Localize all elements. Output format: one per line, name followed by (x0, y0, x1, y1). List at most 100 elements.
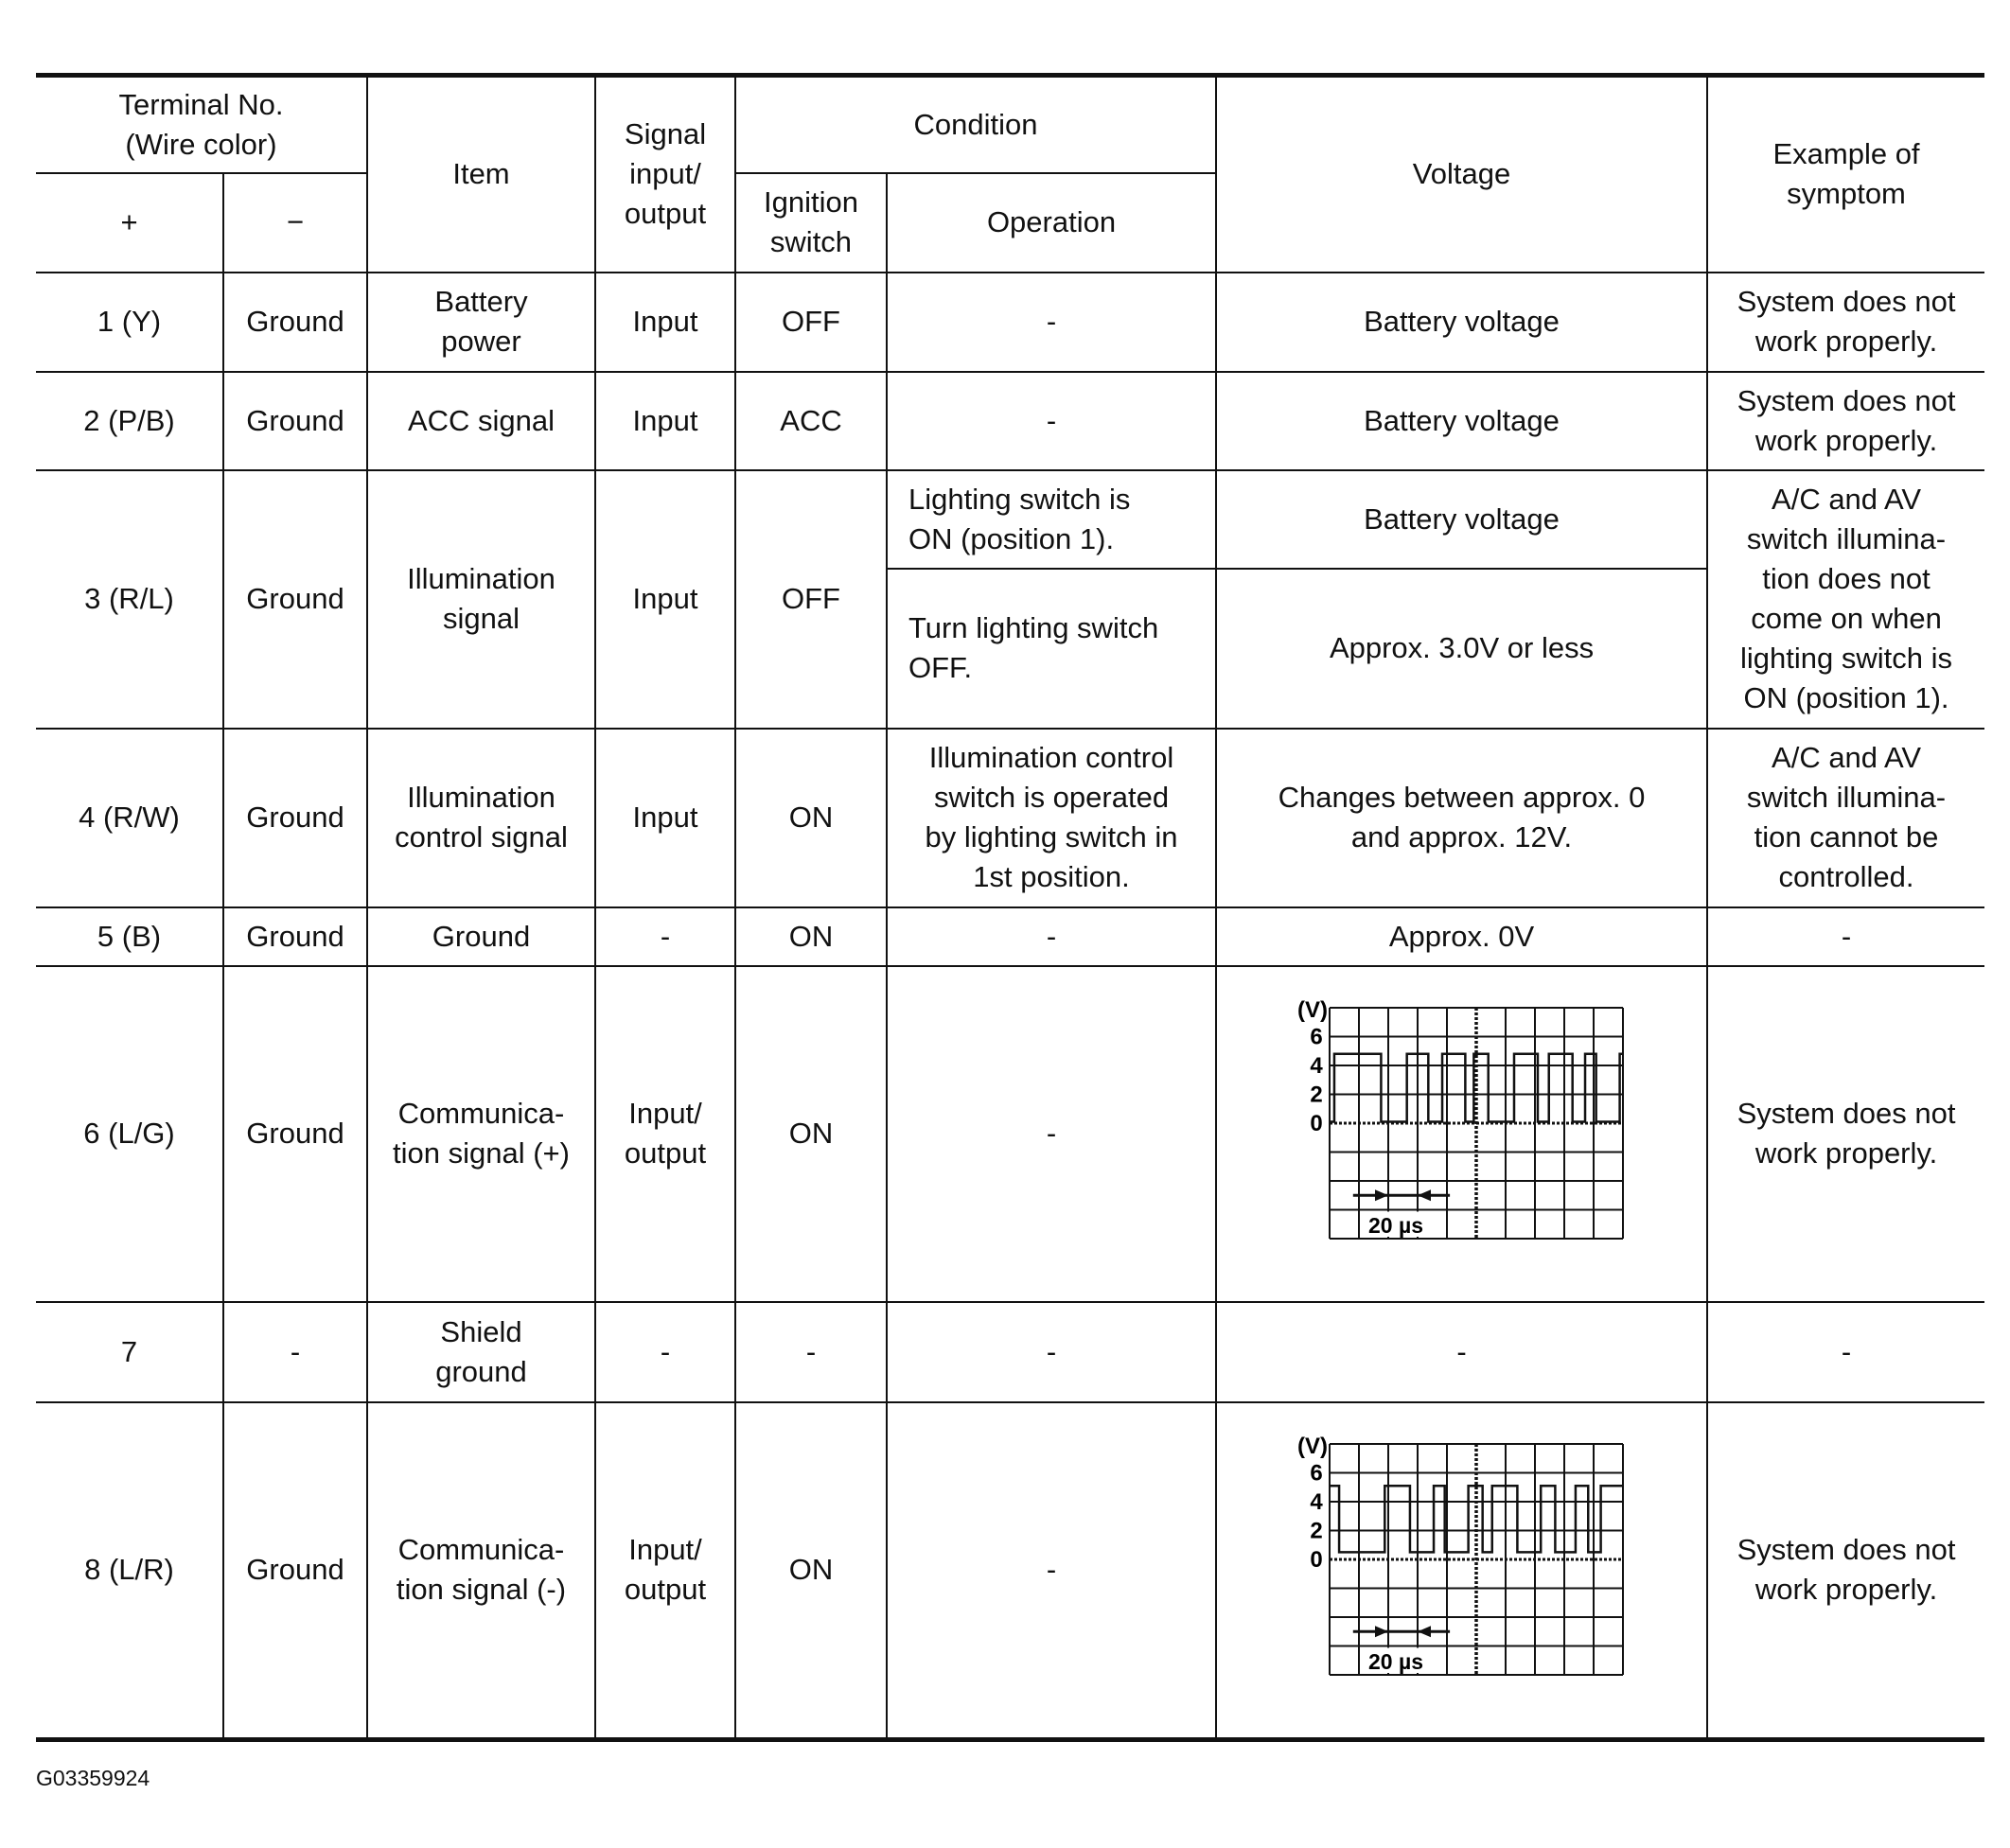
table-row: 4 (R/W) Ground Illumination control sign… (36, 727, 1985, 908)
y-tick-label: 4 (1310, 1489, 1323, 1515)
voltage: Approx. 0V (1215, 906, 1709, 967)
symptom: A/C and AV switch illumina- tion does no… (1706, 468, 1985, 730)
ignition: ON (734, 727, 888, 908)
signal: Input (594, 468, 736, 730)
table-row: 6 (L/G) Ground Communica- tion signal (+… (36, 964, 1985, 1303)
time-scale-label: 20 µs (1368, 1649, 1423, 1674)
terminal-minus: Ground (222, 727, 368, 908)
terminal-minus: - (222, 1300, 368, 1403)
voltage: Battery voltage (1215, 271, 1709, 373)
signal-trace (1329, 1052, 1623, 1123)
item: Communica- tion signal (-) (366, 1400, 596, 1742)
waveform-chart: (V)6 4 2 0 20 µs (1297, 997, 1624, 1240)
time-scale-label: 20 µs (1368, 1213, 1423, 1238)
operation: - (885, 1400, 1218, 1742)
signal: - (594, 1300, 736, 1403)
arrow-left-icon (1417, 1626, 1431, 1637)
terminal-plus: 5 (B) (36, 906, 224, 967)
voltage-2: Approx. 3.0V or less (1215, 567, 1708, 730)
figure-id: G03359924 (36, 1766, 150, 1790)
terminal-plus: 4 (R/W) (36, 727, 224, 908)
terminal-plus: 8 (L/R) (36, 1400, 224, 1742)
terminal-minus: Ground (222, 271, 368, 373)
y-tick-label: 2 (1310, 1082, 1322, 1107)
header-minus: − (222, 171, 368, 273)
terminal-plus: 3 (R/L) (36, 468, 224, 730)
symptom: System does not work properly. (1706, 370, 1985, 471)
ignition: ON (734, 1400, 888, 1742)
table-row: 8 (L/R) Ground Communica- tion signal (-… (36, 1400, 1985, 1742)
symptom: System does not work properly. (1706, 1400, 1985, 1742)
terminal-table: Terminal No. (Wire color) Item Signal in… (36, 73, 1985, 1742)
item: Illumination control signal (366, 727, 596, 908)
symptom: System does not work properly. (1706, 964, 1985, 1303)
header-condition: Condition (733, 73, 1218, 174)
ignition: ON (734, 964, 888, 1303)
y-tick-label: 6 (1310, 1024, 1322, 1049)
y-tick-label: 0 (1310, 1547, 1322, 1573)
header-signal: Signal input/ output (594, 73, 736, 273)
voltage: - (1215, 1300, 1709, 1403)
table-row: 1 (Y) Ground Battery power Input OFF - B… (36, 271, 1985, 373)
terminal-minus: Ground (222, 906, 368, 967)
unit-label: (V) (1297, 1434, 1328, 1459)
terminal-minus: Ground (222, 1400, 368, 1742)
ignition: - (734, 1300, 888, 1403)
header-plus: + (36, 171, 224, 273)
symptom: A/C and AV switch illumina- tion cannot … (1706, 727, 1985, 908)
signal: Input/ output (594, 1400, 736, 1742)
y-tick-label: 2 (1310, 1518, 1322, 1543)
header-symptom: Example of symptom (1706, 73, 1985, 273)
terminal-plus: 1 (Y) (36, 271, 224, 373)
unit-label: (V) (1297, 997, 1328, 1023)
header-terminal: Terminal No. (Wire color) (36, 73, 368, 174)
voltage: Changes between approx. 0 and approx. 12… (1215, 727, 1709, 908)
signal: Input/ output (594, 964, 736, 1303)
signal: Input (594, 727, 736, 908)
header-item: Item (366, 73, 596, 273)
header-operation: Operation (885, 171, 1217, 273)
voltage: Battery voltage (1215, 468, 1709, 570)
operation: Lighting switch is ON (position 1). (885, 468, 1218, 570)
operation: - (885, 906, 1218, 967)
time-label-bg (1362, 1647, 1429, 1673)
item: ACC signal (366, 370, 596, 471)
terminal-minus: Ground (222, 964, 368, 1303)
operation: - (885, 271, 1218, 373)
terminal-minus: Ground (222, 370, 368, 471)
item: Shield ground (366, 1300, 596, 1403)
terminal-plus: 7 (36, 1300, 224, 1403)
arrow-right-icon (1374, 1188, 1388, 1201)
signal: Input (594, 370, 736, 471)
terminal-plus: 2 (P/B) (36, 370, 224, 471)
voltage-waveform-cell: (V) 6 4 2 0 20 µs (1215, 1400, 1709, 1742)
arrow-left-icon (1417, 1188, 1431, 1201)
terminal-plus: 6 (L/G) (36, 964, 224, 1303)
table-row: 2 (P/B) Ground ACC signal Input ACC - Ba… (36, 370, 1985, 471)
y-tick-label: 0 (1310, 1111, 1322, 1136)
ignition: ACC (734, 370, 888, 471)
operation-2: Turn lighting switch OFF. (887, 567, 1218, 730)
signal: Input (594, 271, 736, 373)
item: Ground (366, 906, 596, 967)
ignition: ON (734, 906, 888, 967)
terminal-minus: Ground (222, 468, 368, 730)
arrow-right-icon (1374, 1626, 1388, 1637)
ignition: OFF (734, 271, 888, 373)
item: Communica- tion signal (+) (366, 964, 596, 1303)
symptom: - (1706, 906, 1985, 967)
operation: Illumination control switch is operated … (885, 727, 1218, 908)
symptom: System does not work properly. (1706, 271, 1985, 373)
y-tick-label: 6 (1310, 1460, 1322, 1486)
voltage: Battery voltage (1215, 370, 1709, 471)
header-ignition: Ignition switch (734, 171, 888, 273)
ignition: OFF (734, 468, 888, 730)
operation: - (885, 1300, 1218, 1403)
waveform-chart: (V)6 4 2 0 20 µs (1297, 1434, 1624, 1676)
voltage-waveform-cell: (V) 6 4 2 0 20 µs (1215, 964, 1709, 1303)
header-voltage: Voltage (1215, 73, 1709, 273)
table-row: 3 (R/L) Ground Illumination signal Input… (36, 468, 1985, 730)
operation: - (885, 370, 1218, 471)
item: Illumination signal (366, 468, 596, 730)
table-row: 7 - Shield ground - - - - - (36, 1300, 1985, 1403)
